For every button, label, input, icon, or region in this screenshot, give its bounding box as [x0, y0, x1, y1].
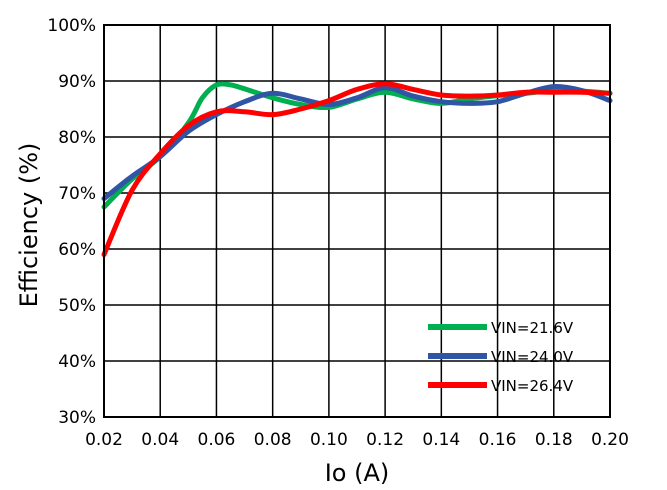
legend: VIN=21.6V VIN=24.0V VIN=26.4V	[428, 319, 574, 395]
x-tick-label: 0.20	[591, 430, 629, 450]
legend-label-1: VIN=21.6V	[491, 319, 574, 337]
tick-labels: 0.02 0.04 0.06 0.08 0.10 0.12 0.14 0.16 0.18 0.20…	[47, 16, 629, 450]
series-line-2	[101, 84, 613, 202]
y-tick-label: 50%	[58, 296, 96, 316]
x-axis-title: Io (A)	[325, 459, 390, 487]
plot-area-border	[103, 24, 611, 418]
y-tick-label: 80%	[58, 128, 96, 148]
x-tick-label: 0.08	[254, 430, 292, 450]
x-tick-label: 0.12	[366, 430, 404, 450]
x-tick-label: 0.04	[141, 430, 179, 450]
y-tick-label: 90%	[58, 72, 96, 92]
legend-label-2: VIN=24.0V	[491, 348, 574, 366]
x-tick-label: 0.18	[535, 430, 573, 450]
x-tick-label: 0.16	[479, 430, 517, 450]
series-lines	[101, 81, 613, 258]
x-tick-label: 0.10	[310, 430, 348, 450]
series-line-1	[101, 81, 613, 210]
y-tick-label: 30%	[58, 408, 96, 428]
x-tick-label: 0.02	[85, 430, 123, 450]
y-tick-label: 70%	[58, 184, 96, 204]
legend-label-3: VIN=26.4V	[491, 377, 574, 395]
y-tick-label: 40%	[58, 352, 96, 372]
y-tick-label: 100%	[47, 16, 96, 36]
series-line-3	[101, 81, 613, 258]
x-tick-label: 0.06	[198, 430, 236, 450]
y-tick-label: 60%	[58, 240, 96, 260]
x-tick-label: 0.14	[422, 430, 460, 450]
y-axis-title: Efficiency (%)	[15, 143, 43, 308]
